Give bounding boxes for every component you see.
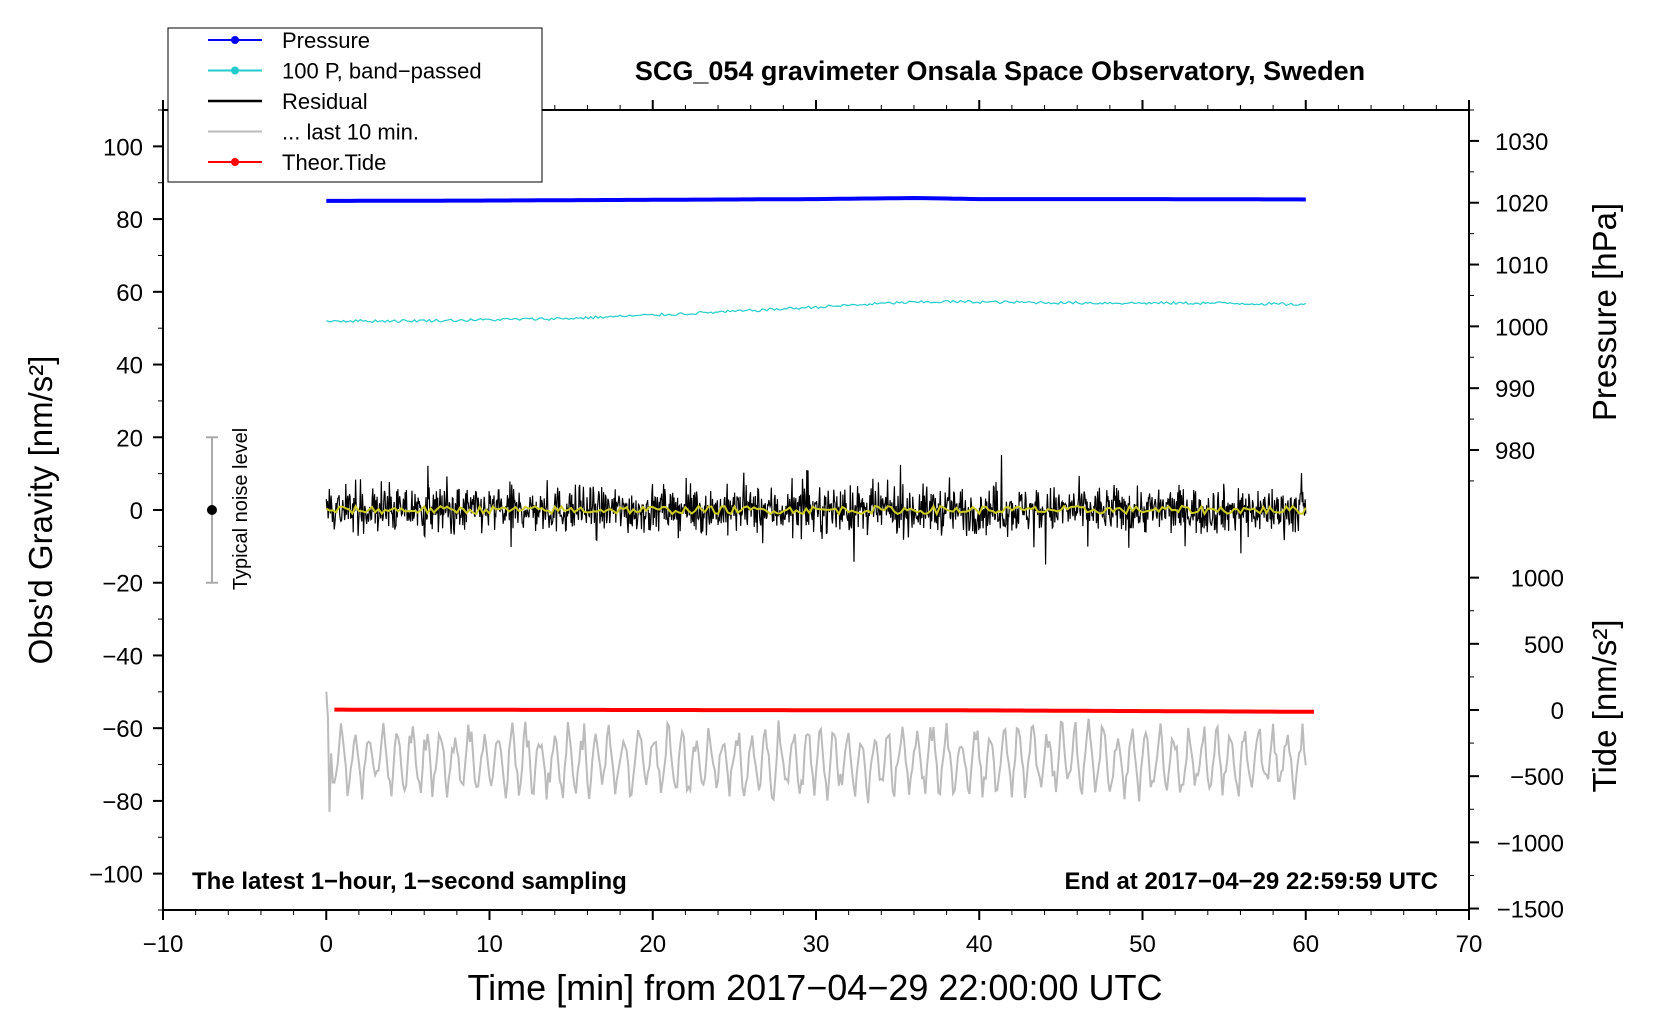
x-axis: −10 0 10 20 30 40 50 60 70 xyxy=(143,100,1483,958)
legend-marker xyxy=(231,36,239,44)
series-pressure xyxy=(326,195,1306,203)
x-tick-label: 30 xyxy=(803,931,830,958)
tide-tick-label: 0 xyxy=(1551,698,1564,725)
series-band-passed xyxy=(326,299,1307,323)
y-tick-label: 60 xyxy=(116,280,143,307)
tide-tick-label: −1000 xyxy=(1497,830,1564,857)
legend-label: Residual xyxy=(282,89,368,114)
tide-tick-label: 500 xyxy=(1524,632,1564,659)
legend-label: ... last 10 min. xyxy=(282,120,419,145)
pressure-tick-label: 1030 xyxy=(1495,129,1548,156)
series-residual-smoothed xyxy=(325,504,1307,517)
series-layer xyxy=(325,195,1314,812)
y-tick-label: −80 xyxy=(102,789,143,816)
pressure-tick-label: 1000 xyxy=(1495,314,1548,341)
legend-label: Pressure xyxy=(282,28,370,53)
noise-level-label: Typical noise level xyxy=(230,428,252,590)
x-tick-label: 20 xyxy=(639,931,666,958)
chart-title: SCG_054 gravimeter Onsala Space Observat… xyxy=(635,56,1365,86)
x-tick-label: 70 xyxy=(1456,931,1483,958)
pressure-tick-label: 990 xyxy=(1495,376,1535,403)
legend-box xyxy=(167,27,543,183)
x-tick-label: −10 xyxy=(143,931,184,958)
legend: Pressure 100 P, band−passed Residual ... la… xyxy=(167,27,543,183)
y-axis-tide: 1000 500 0 −500 −1000 −1500 xyxy=(1469,566,1564,924)
pressure-tick-label: 980 xyxy=(1495,438,1535,465)
annotation-end-time: End at 2017−04−29 22:59:59 UTC xyxy=(1064,868,1438,895)
y-axis-pressure: 980 990 1000 1010 1020 1030 xyxy=(1469,109,1548,482)
y-tick-label: −40 xyxy=(102,643,143,670)
x-tick-label: 0 xyxy=(320,931,333,958)
noise-bar-dot xyxy=(206,505,217,515)
y-tick-label: 100 xyxy=(103,134,143,161)
y-axis-tide-label: Tide [nm/s²] xyxy=(1586,620,1623,793)
tide-tick-label: 1000 xyxy=(1511,566,1564,593)
noise-level-bar xyxy=(205,436,218,584)
legend-label: 100 P, band−passed xyxy=(282,59,482,84)
y-axis-pressure-label: Pressure [hPa] xyxy=(1586,203,1623,421)
tide-tick-label: −500 xyxy=(1510,764,1564,791)
y-tick-label: 80 xyxy=(116,207,143,234)
legend-items: Pressure 100 P, band−passed Residual ... la… xyxy=(208,28,482,175)
legend-marker xyxy=(231,66,239,75)
legend-label: Theor.Tide xyxy=(282,150,386,175)
series-last-10-min xyxy=(325,691,1307,812)
annotation-sampling: The latest 1−hour, 1−second sampling xyxy=(192,868,627,895)
series-theor-tide xyxy=(334,707,1314,714)
y-tick-label: −60 xyxy=(102,716,143,743)
x-tick-label: 50 xyxy=(1129,931,1156,958)
y-axis-left-label: Obs'd Gravity [nm/s²] xyxy=(22,356,59,665)
pressure-tick-label: 1010 xyxy=(1495,253,1548,280)
x-tick-label: 60 xyxy=(1292,931,1319,958)
x-axis-label: Time [min] from 2017−04−29 22:00:00 UTC xyxy=(467,967,1162,1008)
x-tick-label: 40 xyxy=(966,931,993,958)
tide-tick-label: −1500 xyxy=(1497,897,1564,924)
y-tick-label: −100 xyxy=(89,862,143,889)
y-tick-label: 40 xyxy=(116,353,143,380)
legend-marker xyxy=(231,158,239,166)
pressure-tick-label: 1020 xyxy=(1495,191,1548,218)
y-tick-label: 0 xyxy=(130,498,143,525)
x-tick-label: 10 xyxy=(476,931,503,958)
y-axis-left: −100 −80 −60 −40 −20 0 20 40 60 80 100 xyxy=(89,109,163,911)
y-tick-label: 20 xyxy=(116,425,143,452)
y-tick-label: −20 xyxy=(102,571,143,598)
